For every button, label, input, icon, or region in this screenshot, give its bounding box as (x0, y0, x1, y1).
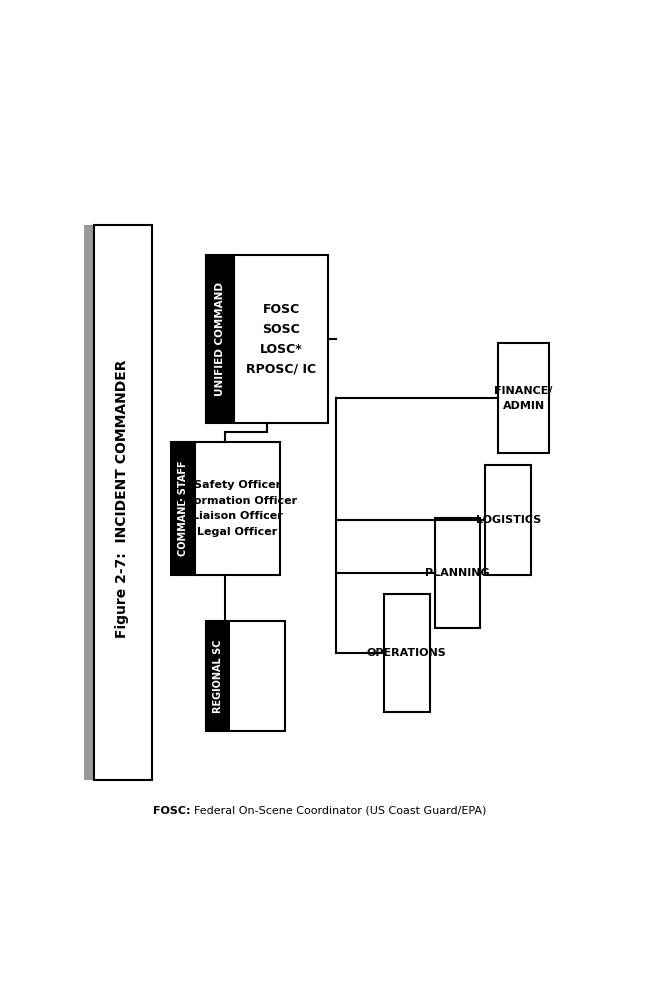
FancyBboxPatch shape (206, 620, 229, 731)
Text: FOSC
SOSC
LOSC*
RPOSC/ IC: FOSC SOSC LOSC* RPOSC/ IC (246, 302, 316, 375)
Text: REGIONAL SC: REGIONAL SC (213, 639, 223, 712)
FancyBboxPatch shape (229, 620, 285, 731)
Text: Safety Officer
Information Officer
Liaison Officer
Legal Officer: Safety Officer Information Officer Liais… (178, 480, 297, 536)
Text: PLANNING: PLANNING (425, 568, 490, 578)
Text: FOSC:: FOSC: (153, 806, 191, 816)
Text: Federal On-Scene Coordinator (US Coast Guard/EPA): Federal On-Scene Coordinator (US Coast G… (194, 806, 486, 816)
FancyBboxPatch shape (84, 225, 94, 781)
FancyBboxPatch shape (94, 225, 152, 781)
FancyBboxPatch shape (498, 343, 549, 453)
FancyBboxPatch shape (435, 518, 480, 628)
Text: FINANCE/
ADMIN: FINANCE/ ADMIN (495, 385, 553, 411)
Text: COMMAND STAFF: COMMAND STAFF (178, 460, 188, 556)
FancyBboxPatch shape (171, 442, 195, 575)
FancyBboxPatch shape (234, 256, 328, 423)
FancyBboxPatch shape (384, 594, 430, 712)
Text: OPERATIONS: OPERATIONS (367, 648, 447, 658)
Text: Figure 2-7:  INCIDENT COMMANDER: Figure 2-7: INCIDENT COMMANDER (115, 360, 130, 638)
FancyBboxPatch shape (485, 464, 531, 575)
FancyBboxPatch shape (195, 442, 280, 575)
Text: LOGISTICS: LOGISTICS (476, 515, 541, 525)
Text: UNIFIED COMMAND: UNIFIED COMMAND (215, 283, 225, 396)
FancyBboxPatch shape (206, 256, 234, 423)
